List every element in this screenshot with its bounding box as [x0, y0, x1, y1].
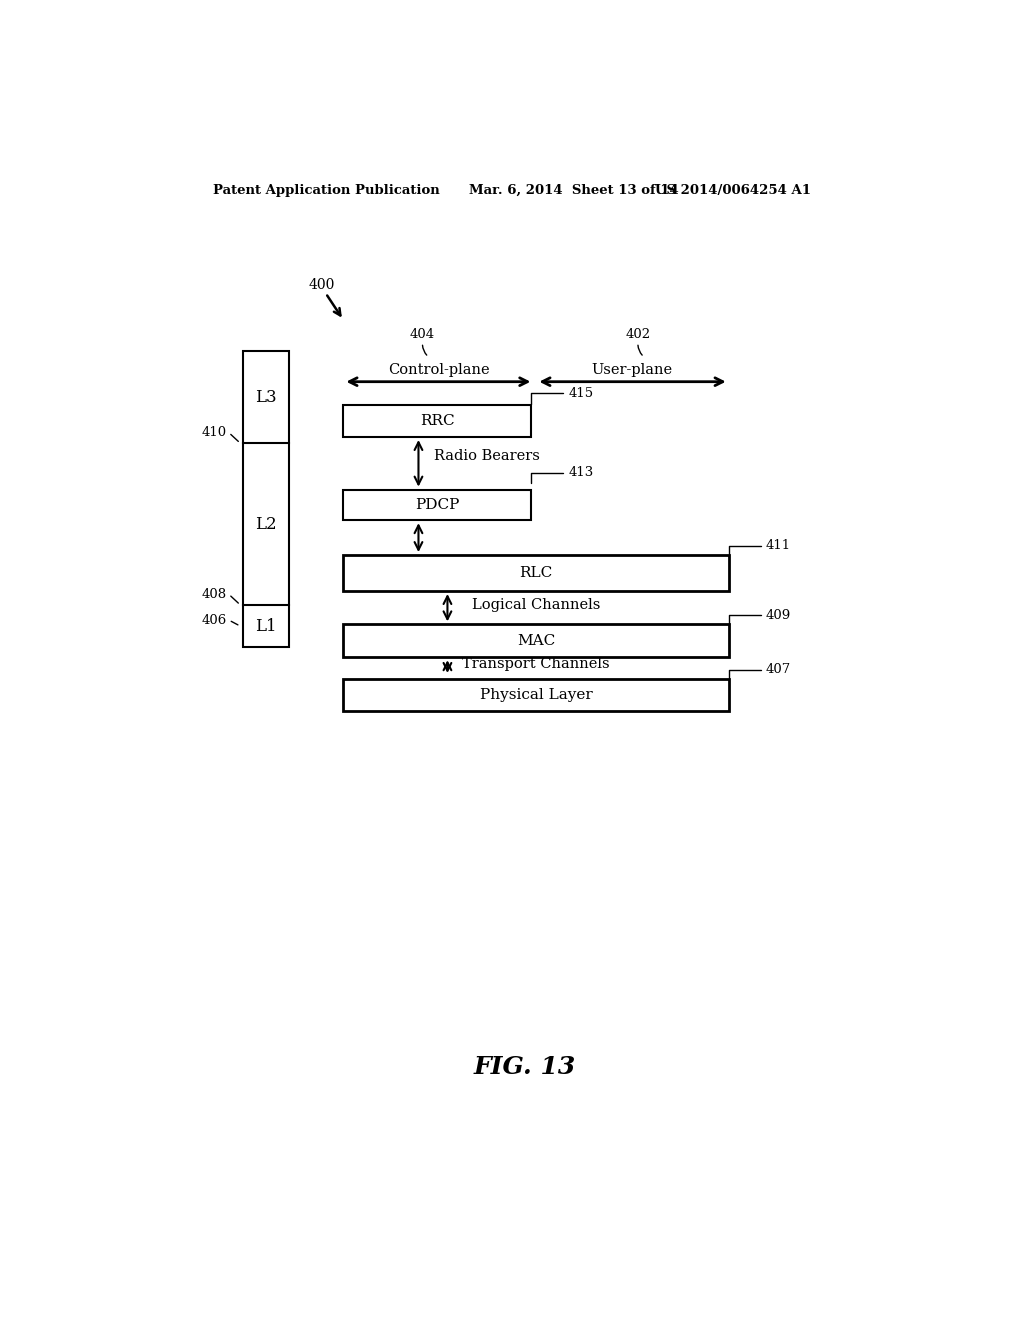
Text: L3: L3 [255, 388, 276, 405]
Text: Physical Layer: Physical Layer [479, 688, 593, 702]
Text: 411: 411 [766, 539, 791, 552]
Bar [343, 624, 729, 657]
Text: Mar. 6, 2014  Sheet 13 of 14: Mar. 6, 2014 Sheet 13 of 14 [469, 185, 679, 197]
Text: MAC: MAC [517, 634, 555, 648]
Bar [243, 351, 289, 647]
Text: L1: L1 [255, 618, 276, 635]
Text: 408: 408 [202, 587, 226, 601]
Text: 410: 410 [202, 426, 226, 440]
Text: 407: 407 [766, 663, 792, 676]
Text: Patent Application Publication: Patent Application Publication [213, 185, 440, 197]
Bar [343, 405, 531, 437]
Bar [343, 554, 729, 591]
Text: 415: 415 [568, 387, 593, 400]
Text: FIG. 13: FIG. 13 [474, 1055, 575, 1078]
Text: 404: 404 [410, 327, 435, 341]
Bar [343, 490, 531, 520]
Text: 402: 402 [626, 327, 650, 341]
Bar [343, 678, 729, 711]
Text: L2: L2 [255, 516, 276, 533]
Text: 400: 400 [308, 279, 335, 293]
Text: Transport Channels: Transport Channels [462, 656, 610, 671]
Text: Radio Bearers: Radio Bearers [434, 449, 540, 462]
Text: RRC: RRC [420, 414, 455, 428]
Text: 413: 413 [568, 466, 594, 479]
Text: US 2014/0064254 A1: US 2014/0064254 A1 [655, 185, 811, 197]
Text: 409: 409 [766, 609, 792, 622]
Text: Control-plane: Control-plane [388, 363, 489, 378]
Text: RLC: RLC [519, 566, 553, 579]
Text: PDCP: PDCP [415, 498, 460, 512]
Text: Logical Channels: Logical Channels [472, 598, 600, 611]
Text: 406: 406 [201, 614, 226, 627]
Text: User-plane: User-plane [591, 363, 673, 378]
